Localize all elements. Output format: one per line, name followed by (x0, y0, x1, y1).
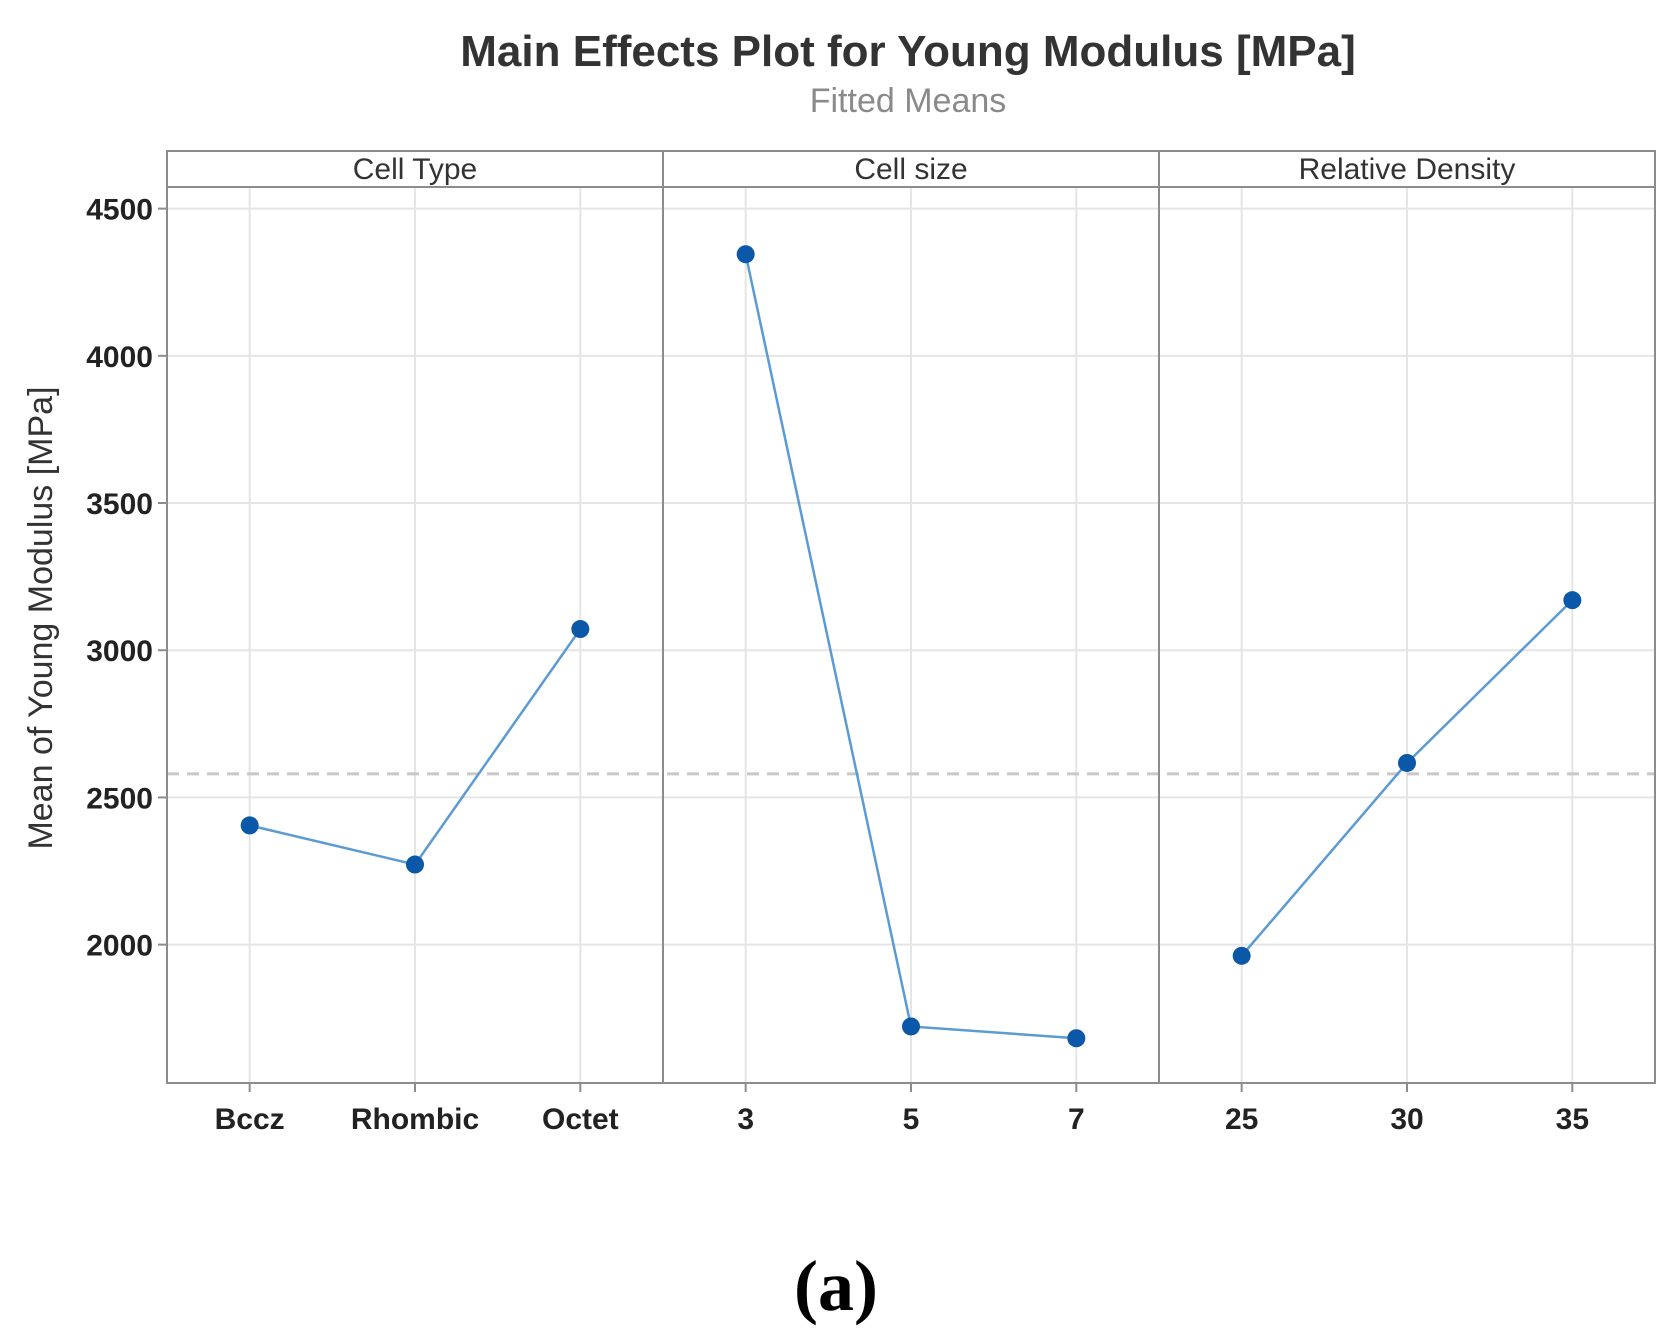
x-tick-label: 7 (1068, 1103, 1085, 1136)
chart-title: Main Effects Plot for Young Modulus [MPa… (460, 27, 1355, 76)
chart-subtitle: Fitted Means (810, 82, 1007, 120)
figure-caption: (a) (794, 1246, 878, 1326)
data-point (1398, 753, 1416, 772)
y-tick-label: 2500 (86, 782, 153, 815)
panel-strip-label: Relative Density (1299, 153, 1516, 186)
x-tick-label: Octet (542, 1103, 619, 1136)
panel-relative-density: Relative Density 25 30 35 (1158, 150, 1656, 1136)
x-tick-label: 5 (903, 1103, 920, 1136)
data-point (240, 816, 259, 835)
data-point (1067, 1029, 1086, 1048)
x-tick-label: 25 (1225, 1103, 1258, 1136)
x-tick-label: 30 (1390, 1103, 1423, 1136)
panel-strip-label: Cell Type (353, 153, 478, 186)
x-tick-label: 35 (1556, 1103, 1589, 1136)
y-tick-label: 3500 (86, 488, 153, 521)
data-point (902, 1017, 920, 1036)
data-point (736, 245, 755, 264)
data-point (571, 620, 590, 639)
y-tick-label: 4500 (86, 194, 153, 227)
panel-strip-label: Cell size (854, 153, 967, 186)
y-tick-label: 2000 (86, 930, 153, 963)
y-tick-label: 4000 (86, 341, 153, 374)
panel-strip (1158, 150, 1656, 188)
data-point (1563, 591, 1582, 610)
data-point (406, 855, 424, 874)
x-tick-label: 3 (737, 1103, 754, 1136)
y-tick-label: 3000 (86, 635, 153, 668)
data-point (1232, 946, 1251, 965)
panel-cell-type: Cell Type Bccz Rhombic Octet (166, 150, 664, 1136)
x-tick-label: Bccz (215, 1103, 285, 1136)
x-tick-label: Rhombic (351, 1103, 479, 1136)
y-axis-label: Mean of Young Modulus [MPa] (22, 386, 60, 849)
